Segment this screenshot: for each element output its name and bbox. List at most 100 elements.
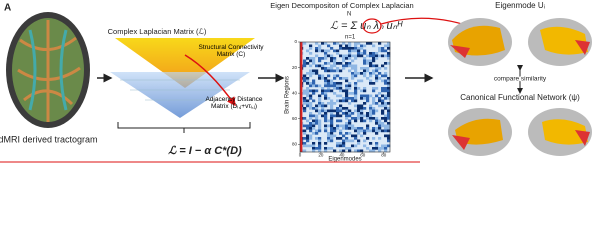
heatmap-cell [324, 77, 328, 80]
heatmap-cell [363, 59, 367, 63]
heatmap-cell [387, 117, 391, 120]
heatmap-cell [375, 94, 379, 98]
heatmap-cell [327, 109, 331, 113]
x-tick-label: 20 [318, 153, 324, 158]
heatmap-cell [387, 92, 391, 95]
heatmap-cell [330, 119, 334, 123]
heatmap-cell [309, 59, 313, 63]
heatmap-cell [354, 44, 358, 48]
figure: A dMRI derived tractogram Complex Laplac… [0, 1, 592, 163]
heatmap-cell [354, 82, 358, 85]
heatmap-cell [336, 62, 340, 65]
heatmap-cell [339, 144, 343, 148]
heatmap-cell [327, 87, 331, 90]
heatmap-cell [369, 62, 373, 65]
heatmap-cell [309, 129, 313, 133]
heatmap-cell [387, 82, 391, 85]
heatmap-cell [315, 84, 319, 88]
heatmap-cell [357, 54, 361, 58]
heatmap-cell [309, 47, 313, 50]
heatmap-cell [309, 69, 313, 73]
heatmap-cell [387, 124, 391, 128]
heatmap-cell [381, 64, 385, 68]
heatmap-cell [327, 147, 331, 150]
heatmap-cell [387, 47, 391, 50]
heatmap-cell [309, 74, 313, 78]
heatmap-cell [372, 117, 376, 120]
heatmap-cell [306, 134, 310, 138]
heatmap-cell [330, 54, 334, 58]
heatmap-cell [354, 87, 358, 90]
heatmap-cell [372, 54, 376, 58]
heatmap-cell [348, 109, 352, 113]
heatmap-cell [324, 94, 328, 98]
heatmap-cell [372, 44, 376, 48]
heatmap-cell [321, 114, 325, 118]
heatmap-cell [342, 67, 346, 70]
heatmap-cell [309, 52, 313, 55]
heatmap-cell [312, 107, 316, 110]
heatmap-cell [375, 102, 379, 105]
heatmap-cell [336, 137, 340, 140]
heatmap-cell [345, 54, 349, 58]
heatmap-cell [333, 42, 337, 45]
heatmap-cell [351, 47, 355, 50]
heatmap-cell [384, 119, 388, 123]
heatmap-cell [351, 99, 355, 103]
heatmap-cell [375, 69, 379, 73]
heatmap-cell [339, 47, 343, 50]
heatmap-cell [387, 54, 391, 58]
heatmap-cell [384, 54, 388, 58]
heatmap-cell [357, 149, 361, 153]
heatmap-cell [348, 42, 352, 45]
x-axis-label: Eigenmodes [328, 157, 361, 163]
heatmap-cell [306, 57, 310, 60]
heatmap-cell [372, 97, 376, 100]
y-tick-label: 20 [292, 65, 298, 70]
heatmap-cell [315, 107, 319, 110]
heatmap-cell [369, 129, 373, 133]
heatmap-cell [384, 124, 388, 128]
heatmap-cell [309, 84, 313, 88]
heatmap-cell [369, 54, 373, 58]
heatmap-cell [306, 99, 310, 103]
heatmap-cell [360, 104, 364, 108]
heatmap-cell [333, 59, 337, 63]
heatmap-cell [372, 52, 376, 55]
heatmap-cell [378, 49, 382, 53]
heatmap-cell [369, 119, 373, 123]
heatmap-cell [339, 129, 343, 133]
heatmap-cell [312, 72, 316, 75]
heatmap-cell [354, 129, 358, 133]
heatmap-cell [342, 149, 346, 153]
heatmap-cell [324, 49, 328, 53]
heatmap-cell [330, 124, 334, 128]
heatmap-cell [366, 117, 370, 120]
heatmap-cell [306, 144, 310, 148]
heatmap-cell [351, 134, 355, 138]
heatmap-cell [384, 102, 388, 105]
heatmap-cell [384, 87, 388, 90]
heatmap-cell [309, 44, 313, 48]
heatmap-cell [348, 92, 352, 95]
heatmap-cell [384, 74, 388, 78]
heatmap-cell [348, 57, 352, 60]
heatmap-cell [348, 54, 352, 58]
heatmap-cell [372, 149, 376, 153]
heatmap-cell [348, 102, 352, 105]
heatmap-cell [351, 64, 355, 68]
heatmap-cell [330, 114, 334, 118]
heatmap-cell [378, 122, 382, 125]
heatmap-cell [303, 102, 307, 105]
heatmap-cell [384, 89, 388, 93]
heatmap-cell [372, 99, 376, 103]
heatmap-cell [375, 64, 379, 68]
heatmap-cell [378, 42, 382, 45]
heatmap-cell [327, 74, 331, 78]
heatmap-cell [318, 99, 322, 103]
heatmap-cell [303, 132, 307, 135]
canvas: A dMRI derived tractogram Complex Laplac… [0, 1, 592, 163]
heatmap-cell [330, 122, 334, 125]
heatmap-cell [318, 112, 322, 115]
heatmap-cell [312, 59, 316, 63]
